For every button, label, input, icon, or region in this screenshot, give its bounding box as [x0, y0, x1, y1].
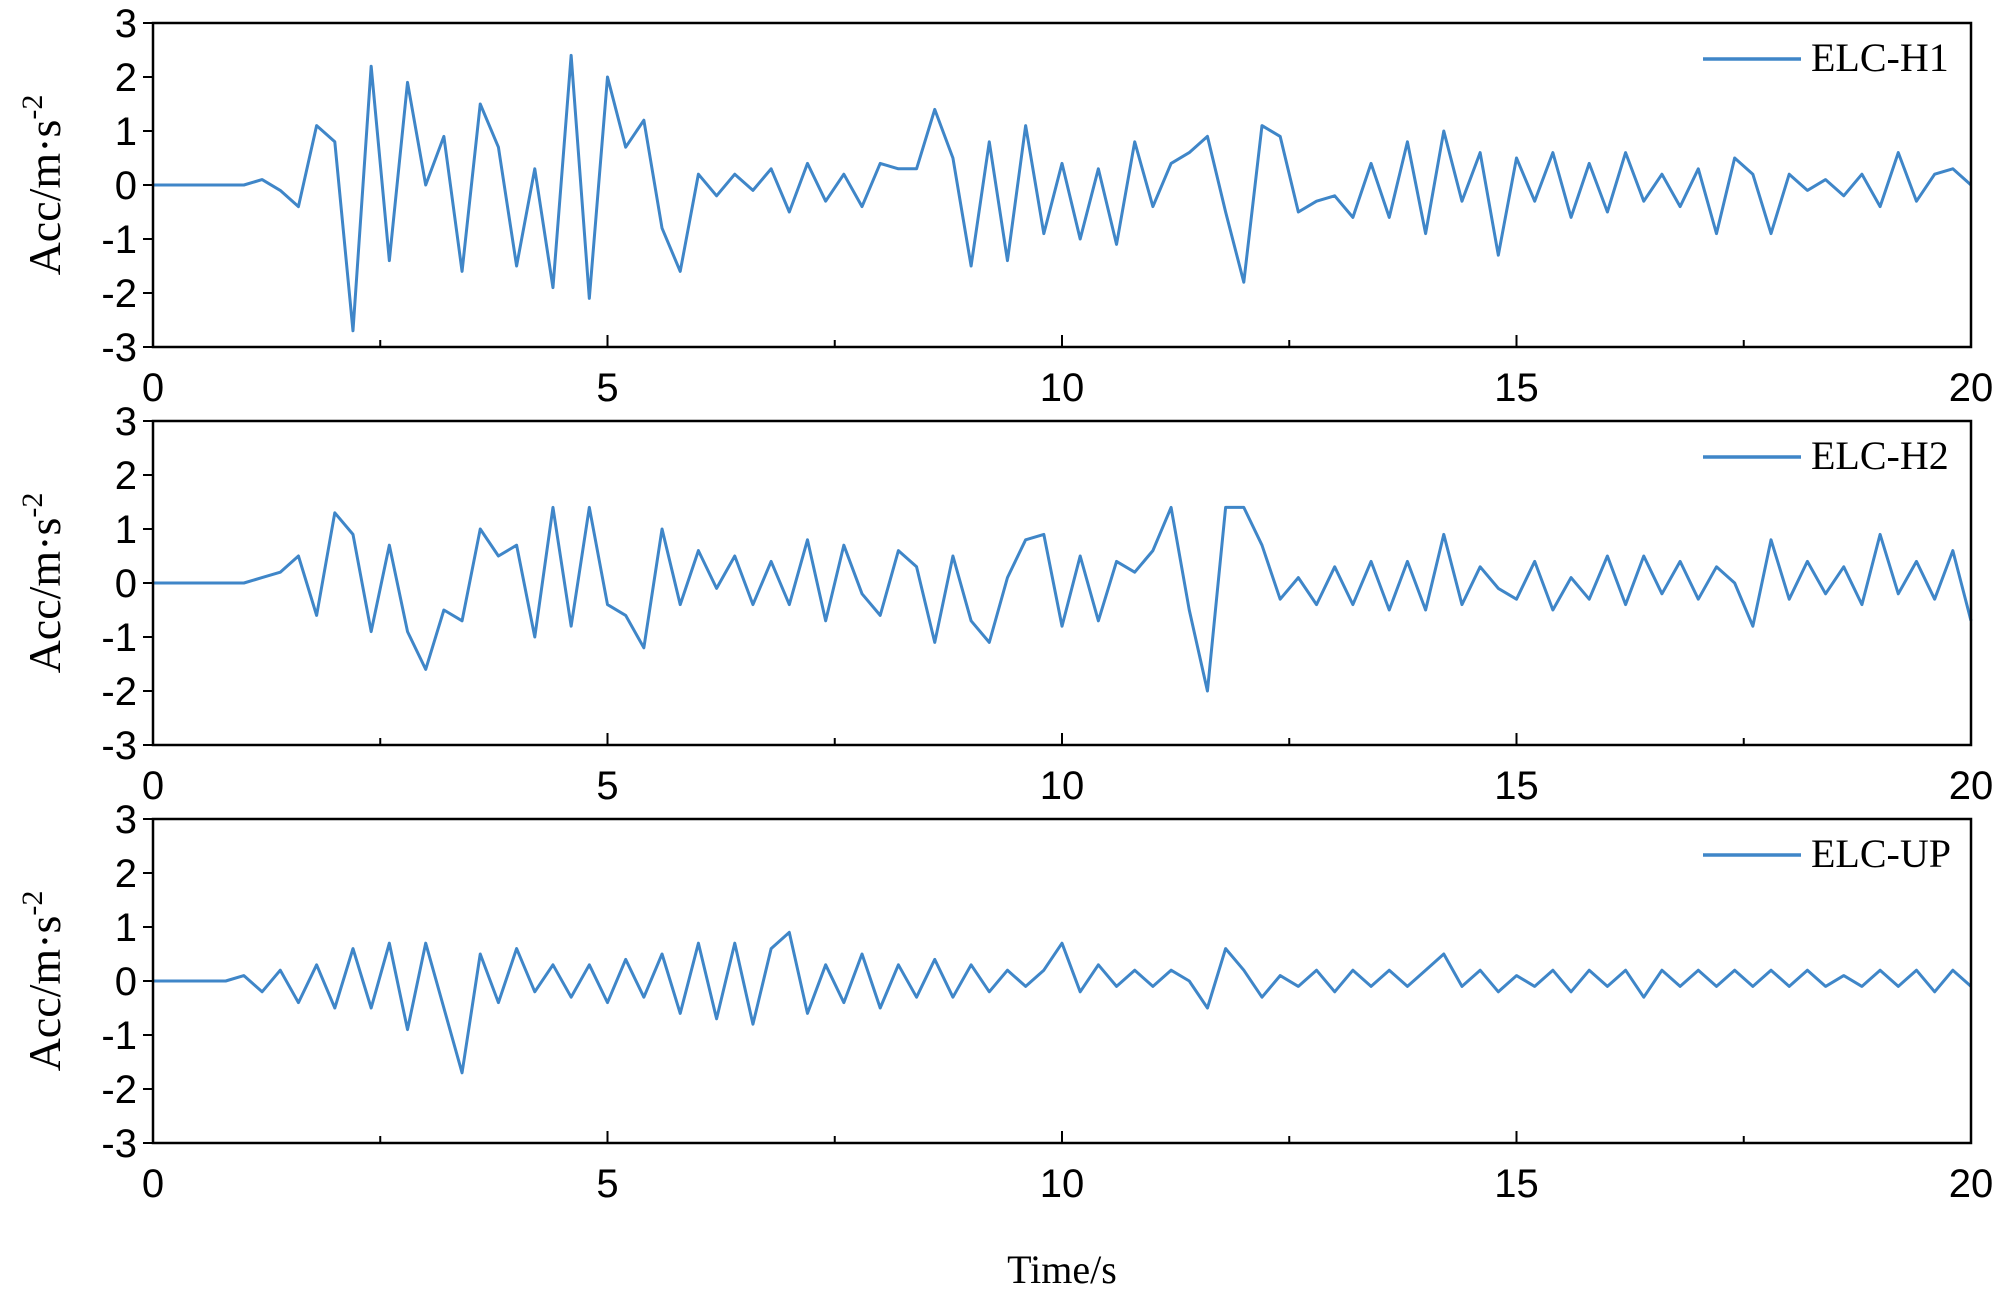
- legend-label: ELC-H2: [1811, 433, 1949, 478]
- x-tick-label: 15: [1494, 764, 1539, 808]
- x-axis-label: Time/s: [1007, 1247, 1117, 1292]
- y-tick-label: -1: [101, 616, 137, 660]
- plot-frame: [151, 419, 1973, 747]
- x-tick-label: 10: [1040, 764, 1085, 808]
- y-axis-label-superscript: -2: [16, 95, 49, 120]
- y-axis-label: Acc/m·s-2: [16, 95, 70, 276]
- x-tick-label: 5: [596, 764, 618, 808]
- y-tick-label: -2: [101, 1068, 137, 1112]
- y-tick-label: 2: [115, 56, 137, 100]
- x-tick-label: 15: [1494, 366, 1539, 410]
- y-axis-label: Acc/m·s-2: [16, 891, 70, 1072]
- y-tick-label: 1: [115, 110, 137, 154]
- y-axis-label-superscript: -2: [16, 891, 49, 916]
- y-tick-label: -1: [101, 218, 137, 262]
- y-tick-label: -1: [101, 1014, 137, 1058]
- legend-label: ELC-H1: [1811, 35, 1949, 80]
- series-line: [153, 505, 1973, 693]
- y-axis-label-superscript: -2: [16, 493, 49, 518]
- y-tick-label: 2: [115, 454, 137, 498]
- x-tick-label: 0: [142, 366, 164, 410]
- y-tick-label: 1: [115, 508, 137, 552]
- x-tick-label: 20: [1949, 1162, 1994, 1206]
- y-tick-label: 2: [115, 852, 137, 896]
- y-tick-label: 0: [115, 960, 137, 1004]
- y-tick-label: -2: [101, 272, 137, 316]
- y-axis-label: Acc/m·s-2: [16, 493, 70, 674]
- y-tick-label: 1: [115, 906, 137, 950]
- y-tick-label: 3: [115, 2, 137, 46]
- series-line: [153, 53, 1972, 333]
- y-axis-label-text: Acc/m·s: [19, 120, 70, 276]
- y-tick-label: -3: [101, 724, 137, 768]
- x-tick-label: 10: [1040, 366, 1085, 410]
- y-axis-label-text: Acc/m·s: [19, 518, 70, 674]
- x-tick-label: 10: [1040, 1162, 1085, 1206]
- x-tick-label: 5: [596, 366, 618, 410]
- x-tick-label: 15: [1494, 1162, 1539, 1206]
- y-tick-label: 3: [115, 400, 137, 444]
- y-tick-label: -2: [101, 670, 137, 714]
- x-tick-label: 0: [142, 764, 164, 808]
- series-line: [153, 930, 1972, 1075]
- plot-frame: [151, 21, 1973, 349]
- x-tick-label: 20: [1949, 366, 1994, 410]
- y-tick-label: 3: [115, 798, 137, 842]
- plot-frame: [151, 817, 1973, 1145]
- x-tick-label: 20: [1949, 764, 1994, 808]
- x-tick-label: 5: [596, 1162, 618, 1206]
- legend-label: ELC-UP: [1811, 831, 1951, 876]
- y-axis-label-text: Acc/m·s: [19, 916, 70, 1072]
- x-tick-label: 0: [142, 1162, 164, 1206]
- y-tick-label: -3: [101, 326, 137, 370]
- y-tick-label: 0: [115, 164, 137, 208]
- y-tick-label: 0: [115, 562, 137, 606]
- y-tick-label: -3: [101, 1122, 137, 1166]
